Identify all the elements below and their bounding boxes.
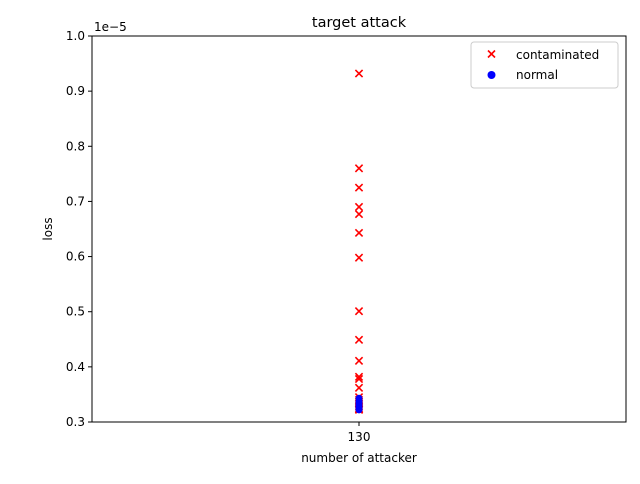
legend-marker-normal — [487, 71, 496, 79]
y-tick-label: 0.7 — [66, 194, 85, 208]
x-axis-label: number of attacker — [301, 451, 417, 465]
contaminated-point — [354, 372, 364, 381]
normal-series — [355, 394, 363, 414]
y-tick-label: 0.9 — [66, 84, 85, 98]
contaminated-point — [354, 228, 364, 238]
contaminated-point — [354, 183, 364, 192]
legend-label-contaminated: contaminated — [516, 48, 599, 62]
y-tick-label: 0.5 — [66, 305, 85, 319]
contaminated-point — [354, 164, 364, 173]
contaminated-point — [354, 69, 364, 78]
legend-marker-contaminated — [487, 49, 496, 59]
legend-label-normal: normal — [516, 68, 558, 82]
legend: contaminated normal — [470, 41, 619, 89]
contaminated-point — [354, 202, 364, 212]
chart-title: target attack — [312, 15, 407, 31]
contaminated-point — [354, 335, 364, 345]
y-tick-label: 0.8 — [66, 139, 85, 153]
legend-frame — [470, 41, 619, 89]
y-tick-label: 0.3 — [66, 415, 85, 429]
normal-point — [355, 406, 363, 414]
contaminated-point — [354, 306, 364, 316]
y-axis-label: loss — [41, 217, 55, 240]
contaminated-point — [354, 374, 364, 384]
y-tick-label: 0.6 — [66, 250, 85, 264]
contaminated-point — [354, 253, 364, 262]
y-tick-label: 0.4 — [66, 360, 85, 374]
x-tick-label: 130 — [348, 430, 371, 444]
contaminated-point — [354, 209, 364, 219]
contaminated-point — [354, 383, 364, 392]
y-offset-label: 1e−5 — [94, 20, 127, 34]
y-tick-label: 1.0 — [66, 29, 85, 43]
x-axis-ticks: 130 — [348, 422, 371, 444]
contaminated-point — [354, 356, 364, 365]
plot-frame — [91, 35, 627, 423]
y-axis-ticks: 0.3 0.4 0.5 0.6 0.7 0.8 0.9 1.0 — [66, 29, 92, 429]
